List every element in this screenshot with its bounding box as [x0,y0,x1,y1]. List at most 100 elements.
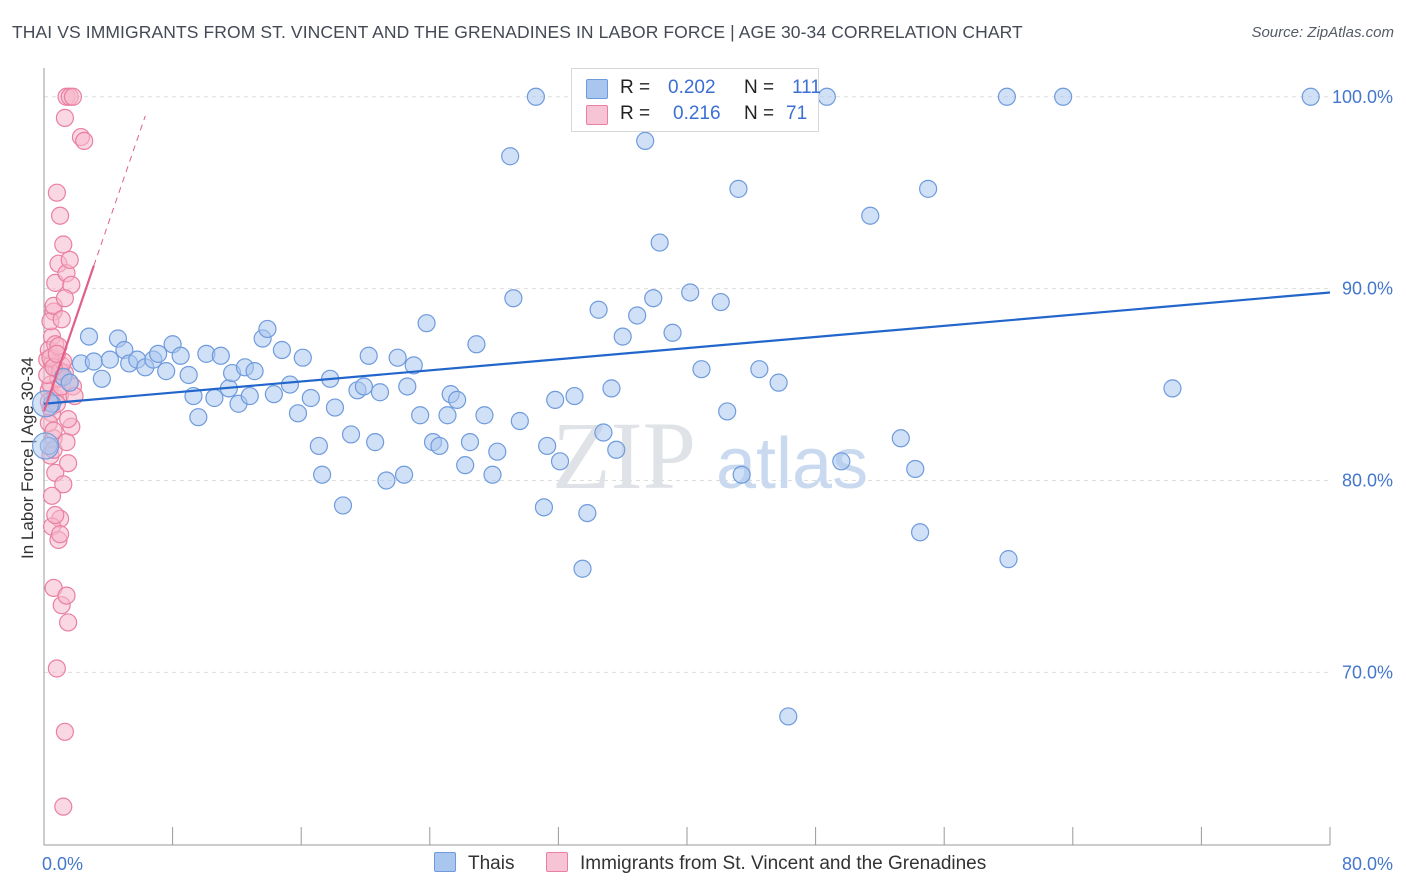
blue-point-80 [594,423,613,442]
blue-point-97 [779,707,798,726]
blue-point-69 [504,289,523,308]
pink-point-20 [55,108,74,127]
blue-point-104 [919,179,938,198]
blue-point-76 [565,386,584,406]
blue-point-75 [550,452,570,471]
blue-point-103 [910,523,930,542]
watermark-zip: ZIP [552,402,696,509]
blue-point-66 [483,465,502,484]
blue-point-43 [333,496,353,515]
blue-point-42 [325,398,345,417]
pink-point-15 [54,235,73,254]
blue-point-58 [430,436,449,456]
blue-point-49 [370,383,390,402]
blue-point-77 [573,559,592,578]
blue-point-65 [475,406,494,425]
blue-point-89 [681,283,700,302]
blue-point-39 [309,436,328,456]
blue-point-90 [692,360,711,379]
blue-point-93 [729,179,748,198]
blue-point-81 [602,379,621,398]
trendline-immigrants [42,265,95,412]
blue-point-92 [718,402,737,421]
blue-point-48 [366,433,385,452]
blue-point-96 [769,373,788,392]
blue-point-86 [644,289,663,308]
blue-point-35 [280,375,300,394]
blue-point-5 [79,327,99,346]
blue-point-56 [417,314,436,333]
blue-point-52 [394,465,414,484]
pink-point-64 [42,486,62,505]
blue-point-24 [211,346,230,365]
blue-point-67 [488,442,507,461]
blue-point-30 [245,362,264,381]
blue-point-8 [100,350,120,369]
blue-point-64 [467,335,486,354]
legend-n-value: 111 [792,77,821,98]
pink-point-60 [52,310,71,329]
blue-point-71 [526,87,545,106]
pink-point-62 [46,505,65,525]
legend-n-value: 71 [786,103,808,124]
blue-point-74 [546,390,565,410]
blue-point-36 [288,404,308,423]
blue-point-100 [861,206,880,225]
pink-point-19 [47,183,66,202]
legend-n-label: N = [744,103,775,124]
pink-point-31 [59,454,78,473]
blue-point-78 [578,503,597,523]
legend-swatch-pink [546,852,568,872]
blue-series-points [32,87,1320,726]
pink-point-61 [55,289,74,308]
blue-point-101 [891,429,910,448]
correlation-legend: R = 0.202 N = 111 R = 0.216 N = 71 [571,68,821,132]
blue-point-95 [750,360,769,379]
blue-point-46 [354,377,373,396]
pink-point-70 [57,433,76,452]
blue-point-98 [817,87,836,106]
blue-point-7 [92,369,111,388]
pink-point-23 [63,87,83,106]
blue-point-3 [60,373,79,392]
blue-point-62 [456,456,475,475]
trendline-thais [43,291,1331,405]
pink-point-67 [59,409,78,429]
blue-point-34 [272,340,292,360]
blue-point-44 [341,425,361,444]
y-tick-label-90: 90.0% [1342,279,1393,299]
blue-point-105 [997,87,1016,106]
y-tick-label-80: 80.0% [1342,470,1393,490]
y-tick-label-70: 70.0% [1342,662,1393,682]
blue-point-6 [84,352,103,371]
blue-point-63 [460,433,480,452]
blue-point-38 [301,388,320,408]
blue-point-109 [1301,87,1320,106]
blue-point-16 [157,362,176,381]
source-attribution: Source: ZipAtlas.com [1251,24,1394,41]
blue-point-79 [589,300,608,319]
blue-point-108 [1163,379,1182,398]
blue-point-59 [438,406,457,425]
pink-point-17 [60,250,79,269]
blue-point-94 [732,465,751,484]
blue-point-32 [258,319,277,339]
blue-point-106 [999,550,1018,569]
pink-point-39 [47,659,66,678]
blue-point-29 [240,386,259,406]
legend-r-label: R = [620,77,651,98]
blue-point-70 [510,411,529,431]
chart-title: THAI VS IMMIGRANTS FROM ST. VINCENT AND … [12,22,1023,42]
pink-point-37 [57,586,76,605]
blue-point-88 [663,323,682,342]
x-tick-labels: 0.0% 80.0% [42,854,1393,874]
pink-point-41 [54,797,73,816]
legend-r-label: R = [620,103,651,124]
y-tick-labels: 70.0% 80.0% 90.0% 100.0% [1332,87,1393,683]
blue-point-83 [613,327,632,346]
blue-point-61 [448,390,467,410]
pink-point-40 [55,722,74,741]
x-tick-label-min: 0.0% [42,854,83,874]
pink-point-38 [59,613,78,632]
